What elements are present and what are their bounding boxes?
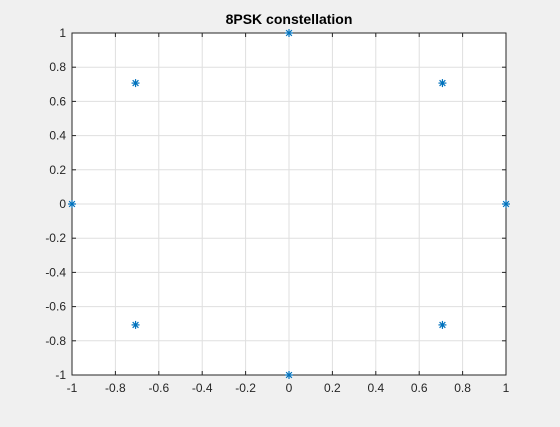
x-tick-label: -0.2 xyxy=(235,381,256,395)
data-point-marker xyxy=(438,79,447,88)
data-point-marker xyxy=(68,200,76,208)
y-tick-label: 0.2 xyxy=(49,163,66,177)
x-tick-label: -0.8 xyxy=(105,381,126,395)
data-point-marker xyxy=(131,79,140,88)
x-tick-label: 0.6 xyxy=(411,381,428,395)
y-tick-label: 0.6 xyxy=(49,94,66,108)
y-tick-label: 0.4 xyxy=(49,129,66,143)
data-point-marker xyxy=(502,200,510,208)
y-tick-label: 1 xyxy=(59,26,66,40)
x-tick-label: -0.4 xyxy=(192,381,213,395)
data-point-marker xyxy=(131,320,140,329)
x-tick-label: 0 xyxy=(286,381,293,395)
data-point-marker xyxy=(438,320,447,329)
y-tick-label: -1 xyxy=(55,368,66,382)
y-tick-label: 0.8 xyxy=(49,60,66,74)
x-tick-label: -0.6 xyxy=(148,381,169,395)
data-point-marker xyxy=(285,371,293,379)
y-tick-label: -0.8 xyxy=(45,334,66,348)
y-tick-label: 0 xyxy=(59,197,66,211)
x-tick-label: 0.4 xyxy=(367,381,384,395)
x-tick-label: -1 xyxy=(67,381,78,395)
y-tick-label: -0.6 xyxy=(45,300,66,314)
chart-title: 8PSK constellation xyxy=(226,11,353,27)
x-tick-label: 0.2 xyxy=(324,381,341,395)
data-point-marker xyxy=(285,29,293,37)
y-tick-label: -0.2 xyxy=(45,231,66,245)
y-tick-label: -0.4 xyxy=(45,265,66,279)
x-tick-label: 1 xyxy=(503,381,510,395)
x-tick-label: 0.8 xyxy=(454,381,471,395)
